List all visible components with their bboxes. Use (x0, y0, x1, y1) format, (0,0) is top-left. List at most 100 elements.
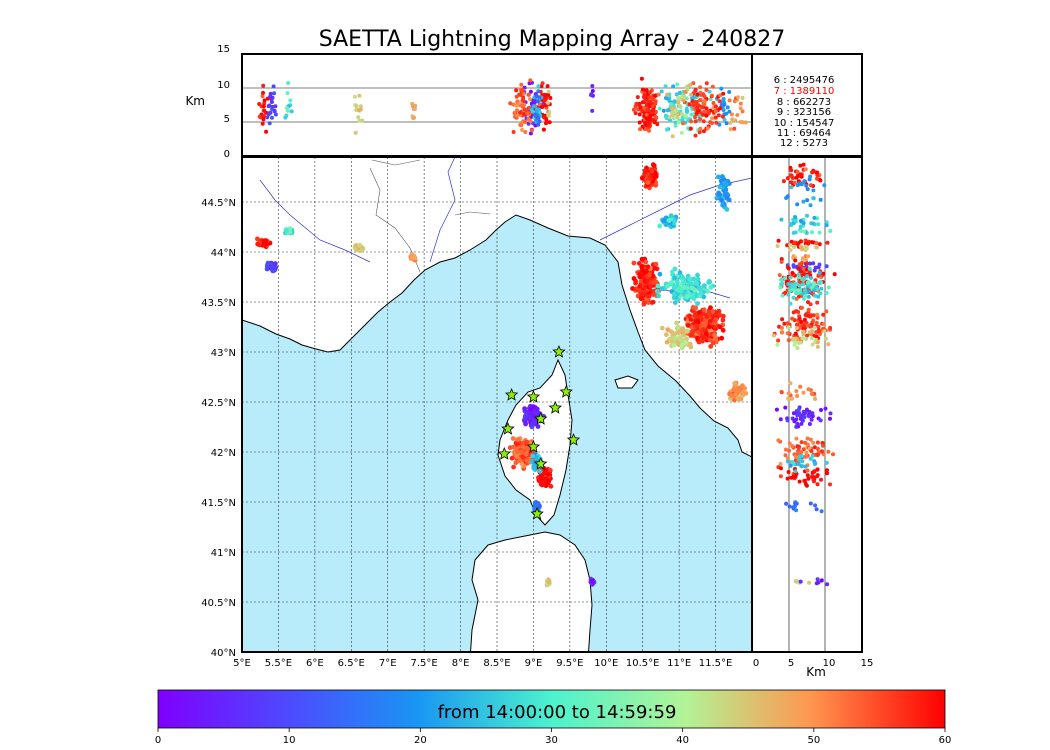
lightning-point-alt-lat (814, 581, 819, 586)
lightning-point (677, 336, 683, 342)
lightning-point (636, 287, 641, 293)
lightning-point-alt-lon (684, 96, 689, 101)
lightning-point-alt-lat (802, 272, 806, 277)
lightning-point-alt-lon (656, 92, 661, 97)
lightning-point-alt-lon (524, 108, 529, 113)
lightning-point-alt-lon (526, 121, 531, 126)
lightning-point-alt-lat (806, 387, 811, 392)
lightning-point-alt-lon (515, 113, 519, 118)
lightning-point (511, 464, 516, 470)
lightning-point (717, 324, 723, 330)
lightning-point-alt-lon (590, 108, 595, 113)
lightning-point-alt-lon (289, 109, 294, 114)
lightning-point-alt-lat (809, 240, 814, 245)
lightning-point-alt-lon (721, 91, 726, 96)
lightning-point-alt-lon (265, 115, 270, 120)
lightning-point-alt-lon (701, 119, 706, 124)
lightning-point-alt-lon (695, 106, 700, 110)
lightning-point-alt-lon (713, 115, 718, 120)
lightning-point-alt-lon (360, 118, 365, 123)
lightning-point-alt-lon (268, 91, 273, 96)
lightning-point (723, 187, 729, 192)
lightning-point (671, 342, 677, 348)
lightning-point-alt-lat (799, 421, 804, 426)
lightning-point (695, 319, 701, 325)
lightning-point-alt-lon (664, 114, 669, 119)
lightning-point-alt-lat (807, 422, 812, 426)
lightning-point-alt-lon (262, 98, 267, 103)
lightning-point (657, 223, 663, 229)
lightning-point-alt-lat (806, 476, 811, 481)
lightning-point-alt-lat (795, 413, 800, 418)
map-xtick-label: 9.5°E (556, 658, 583, 669)
lightning-point-alt-lon (673, 108, 678, 113)
lightning-point (687, 280, 693, 286)
lightning-point-alt-lat (804, 290, 808, 295)
lightning-point-alt-lat (786, 396, 790, 401)
lightning-point-alt-lat (813, 461, 818, 466)
lightning-point (547, 467, 553, 473)
lightning-point-alt-lat (803, 167, 808, 172)
lightning-point-alt-lat (805, 313, 810, 318)
lightning-point (646, 293, 652, 299)
colorbar-tick-label: 20 (414, 735, 427, 746)
lightning-point-alt-lon (701, 129, 706, 134)
lightning-point-alt-lon (652, 120, 657, 125)
lightning-point-alt-lon (693, 115, 697, 120)
lightning-point (701, 294, 707, 300)
lightning-point-alt-lon (689, 112, 694, 117)
lightning-point-alt-lon (589, 93, 593, 97)
lightning-point-alt-lon (523, 130, 528, 134)
lightning-point (691, 329, 696, 334)
lightning-point-alt-lat (798, 454, 802, 459)
land-masses (242, 157, 752, 652)
station-star-icon (530, 506, 544, 520)
lightning-point-alt-lon (701, 112, 705, 117)
lightning-point (731, 387, 737, 393)
lightning-point-alt-lon (536, 122, 541, 127)
lightning-point-alt-lat (794, 389, 799, 394)
colorbar-tick-label: 60 (939, 735, 952, 746)
lightning-point-alt-lon (639, 76, 644, 81)
lightning-point-alt-lon (261, 117, 266, 122)
lightning-point (720, 327, 726, 333)
station-star-icon (501, 421, 515, 435)
lightning-point-alt-lat (811, 188, 816, 193)
lightning-point-alt-lat (824, 223, 829, 228)
lightning-point-alt-lat (798, 417, 803, 421)
lightning-point (698, 290, 704, 296)
lightning-point-alt-lon (719, 102, 724, 107)
lightning-point-alt-lon (708, 120, 713, 125)
lightning-point-alt-lat (808, 324, 813, 329)
lightning-point-alt-lat (812, 288, 817, 293)
lightning-point (639, 264, 645, 270)
lightning-point (726, 197, 732, 203)
lightning-point-alt-lat (812, 445, 817, 450)
lightning-point-alt-lat (794, 296, 799, 301)
lightning-point-alt-lon (264, 129, 269, 134)
lightning-point-alt-lat (788, 381, 793, 386)
lightning-point-alt-lon (271, 84, 276, 89)
lightning-point-alt-lat (792, 245, 797, 249)
lightning-point (353, 243, 359, 248)
lightning-point (693, 280, 699, 286)
map-panel: 5°E 5.5°E 6°E 6.5°E 7°E 7.5°E 8°E 8.5°E 9°E 9.5°E… (201, 156, 753, 669)
lightning-point-alt-lat (802, 276, 807, 281)
lightning-point-alt-lat (800, 459, 805, 464)
lightning-point-alt-lon (657, 106, 662, 111)
lightning-point-alt-lon (671, 84, 676, 89)
lightning-point-alt-lat (818, 197, 823, 202)
lightning-point-alt-lon (714, 120, 719, 125)
lightning-point-alt-lat (822, 329, 827, 334)
lightning-point-alt-lat (801, 162, 806, 167)
lightning-point-alt-lon (740, 120, 745, 125)
map-xtick-label: 10.5°E (626, 658, 660, 669)
lightning-point-alt-lon (672, 99, 677, 104)
lightning-point-alt-lon (650, 104, 655, 109)
lightning-point-alt-lon (411, 116, 416, 121)
lightning-point (672, 266, 678, 272)
lightning-point-alt-lon (544, 117, 549, 122)
lightning-point-alt-lon (678, 90, 682, 95)
lightning-point-alt-lat (824, 264, 829, 269)
lightning-point-alt-lat (815, 577, 820, 582)
